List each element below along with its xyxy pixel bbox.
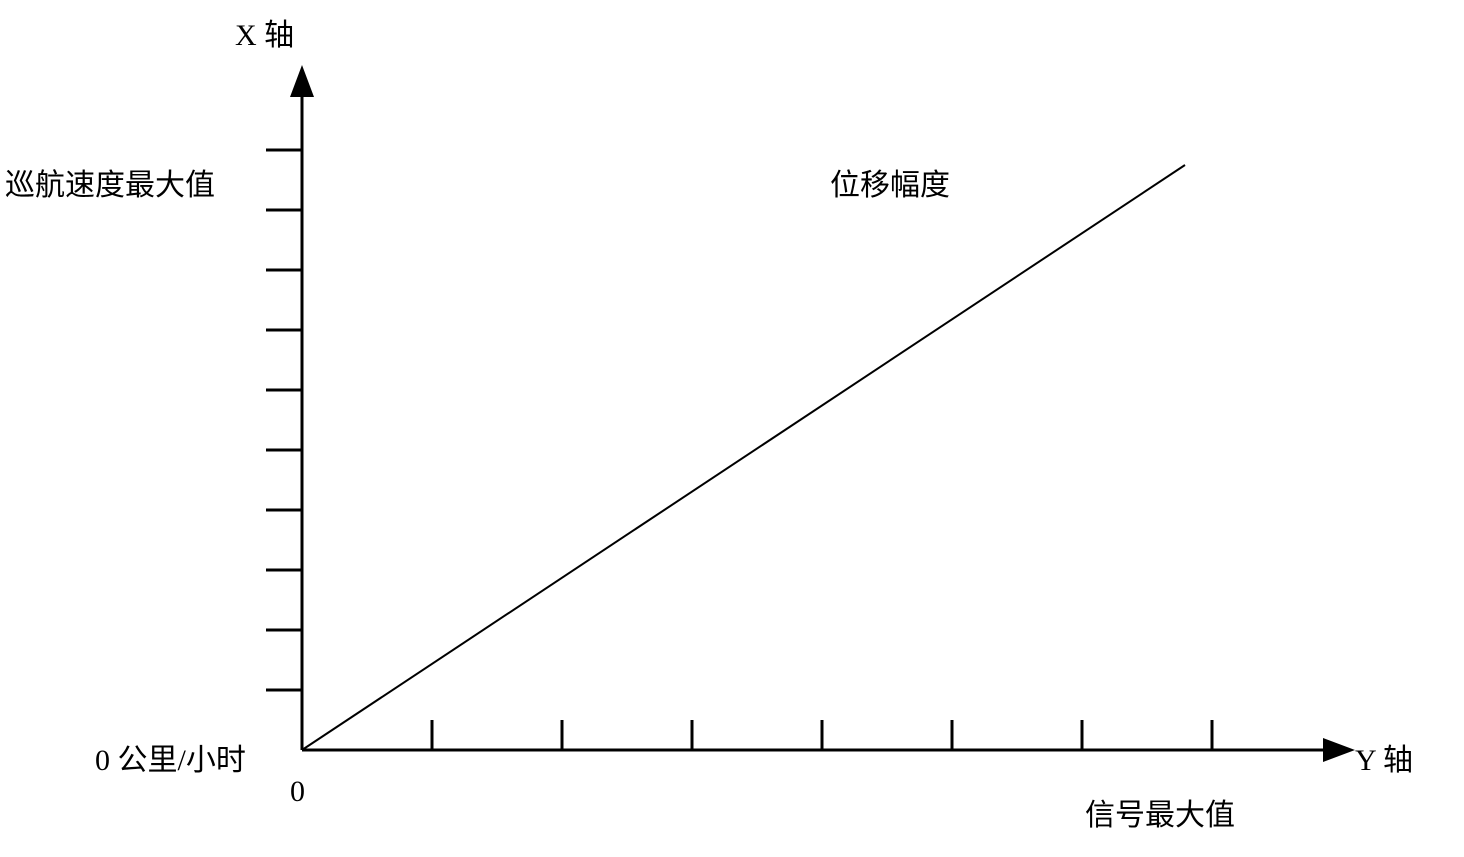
chart-container: X 轴 巡航速度最大值 0 公里/小时 Y 轴 0 信号最大值 位移幅度 xyxy=(0,0,1464,857)
y-axis-title: X 轴 xyxy=(235,10,294,54)
y-axis-bottom-tick-label: 0 公里/小时 xyxy=(95,735,246,779)
y-axis-top-tick-label: 巡航速度最大值 xyxy=(5,160,215,204)
x-axis-end-label: 信号最大值 xyxy=(1085,790,1235,834)
x-axis-title: Y 轴 xyxy=(1355,735,1413,779)
x-axis-origin-label: 0 xyxy=(290,775,305,809)
data-line-label: 位移幅度 xyxy=(830,160,950,204)
chart-svg xyxy=(0,0,1464,857)
